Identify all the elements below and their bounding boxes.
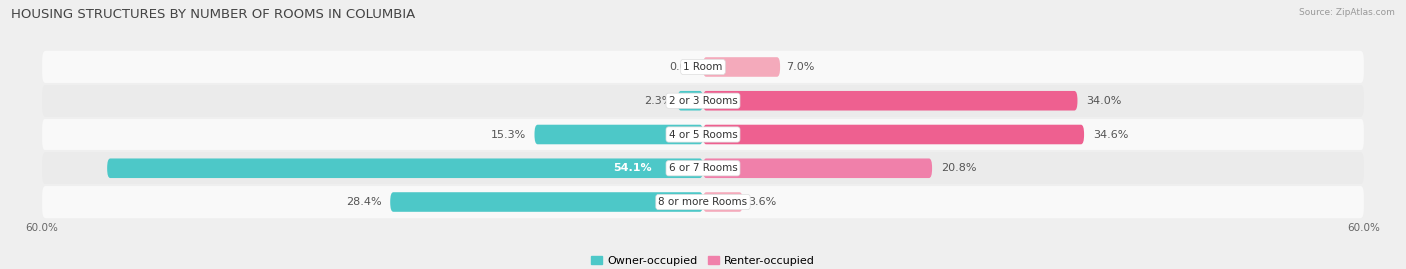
Text: 20.8%: 20.8% xyxy=(941,163,976,173)
Text: 8 or more Rooms: 8 or more Rooms xyxy=(658,197,748,207)
Text: 4 or 5 Rooms: 4 or 5 Rooms xyxy=(669,129,737,140)
Text: 2 or 3 Rooms: 2 or 3 Rooms xyxy=(669,96,737,106)
FancyBboxPatch shape xyxy=(534,125,703,144)
FancyBboxPatch shape xyxy=(391,192,703,212)
Text: 15.3%: 15.3% xyxy=(491,129,526,140)
FancyBboxPatch shape xyxy=(42,152,1364,185)
Text: 1 Room: 1 Room xyxy=(683,62,723,72)
Legend: Owner-occupied, Renter-occupied: Owner-occupied, Renter-occupied xyxy=(586,251,820,269)
FancyBboxPatch shape xyxy=(703,125,1084,144)
Text: 6 or 7 Rooms: 6 or 7 Rooms xyxy=(669,163,737,173)
FancyBboxPatch shape xyxy=(42,51,1364,83)
FancyBboxPatch shape xyxy=(703,57,780,77)
Text: 7.0%: 7.0% xyxy=(786,62,814,72)
Text: 2.3%: 2.3% xyxy=(644,96,672,106)
Text: Source: ZipAtlas.com: Source: ZipAtlas.com xyxy=(1299,8,1395,17)
FancyBboxPatch shape xyxy=(703,192,742,212)
FancyBboxPatch shape xyxy=(42,118,1364,151)
Text: 3.6%: 3.6% xyxy=(748,197,776,207)
Text: 28.4%: 28.4% xyxy=(346,197,381,207)
FancyBboxPatch shape xyxy=(42,186,1364,218)
Text: 0.0%: 0.0% xyxy=(669,62,697,72)
FancyBboxPatch shape xyxy=(678,91,703,111)
Text: 54.1%: 54.1% xyxy=(613,163,652,173)
FancyBboxPatch shape xyxy=(42,84,1364,117)
FancyBboxPatch shape xyxy=(703,158,932,178)
Text: 34.6%: 34.6% xyxy=(1092,129,1128,140)
Text: HOUSING STRUCTURES BY NUMBER OF ROOMS IN COLUMBIA: HOUSING STRUCTURES BY NUMBER OF ROOMS IN… xyxy=(11,8,416,21)
FancyBboxPatch shape xyxy=(107,158,703,178)
Text: 34.0%: 34.0% xyxy=(1087,96,1122,106)
FancyBboxPatch shape xyxy=(703,91,1077,111)
